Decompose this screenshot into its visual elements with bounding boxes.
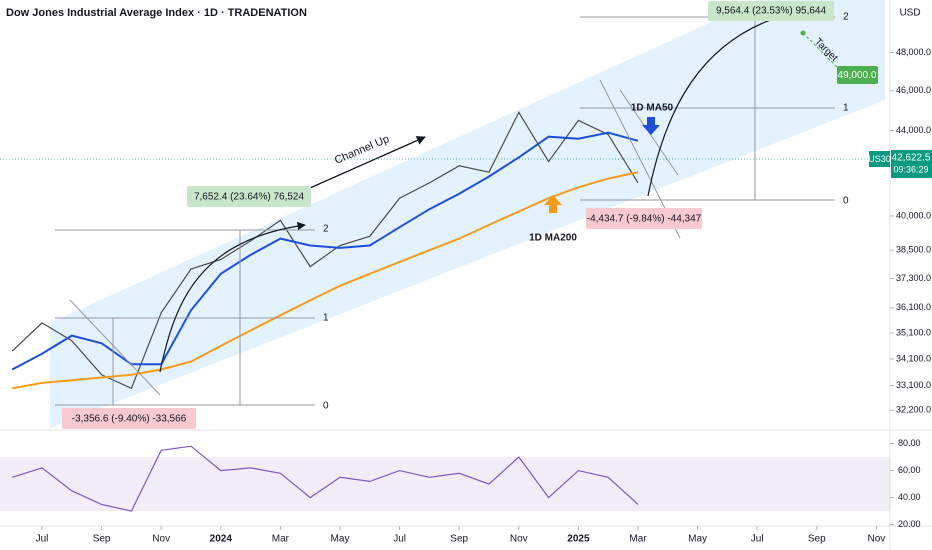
y-tick-label: 36,100.0	[896, 302, 931, 312]
y-tick-label: 35,100.0	[896, 327, 931, 337]
measure-box	[708, 1, 834, 21]
current-price: 42,622.5	[892, 153, 931, 164]
x-tick-label: 2024	[210, 534, 233, 545]
x-tick-label: May	[331, 534, 350, 545]
moving-average	[11, 131, 639, 371]
y-tick-label: 44,000.0	[896, 125, 931, 135]
projection-arc	[159, 221, 306, 373]
y-tick-label: 32,200.0	[896, 405, 931, 415]
measure-box	[586, 208, 702, 229]
rsi-tick-label: 80.00	[898, 438, 921, 448]
x-tick-label: Sep	[808, 534, 826, 545]
ma50-label: 1D MA50	[631, 103, 674, 114]
rsi-band	[0, 457, 890, 512]
fib-label: 0	[843, 196, 849, 207]
fib-label: 2	[323, 224, 329, 235]
measure-label: 9,564.4 (23.53%) 95,644	[716, 6, 827, 17]
countdown: 09:36:29	[893, 164, 928, 174]
measure-label: -4,434.7 (-9.84%) -44,347	[587, 214, 702, 225]
rsi-tick-label: 20.00	[898, 519, 921, 529]
y-tick-label: 40,000.0	[896, 210, 931, 220]
channel-arrow	[309, 136, 426, 189]
x-tick-label: Mar	[629, 534, 647, 545]
measure-box	[187, 186, 311, 207]
price-line	[11, 111, 639, 390]
rsi-line	[12, 445, 639, 512]
rsi-tick-label: 40.00	[898, 492, 921, 502]
y-tick-label: 33,100.0	[896, 380, 931, 390]
x-tick-label: Sep	[93, 534, 111, 545]
target-line	[802, 32, 839, 69]
y-tick-label: 38,500.0	[896, 245, 931, 255]
x-tick-label: Jul	[36, 534, 49, 545]
ma200-arrow	[544, 195, 562, 213]
y-tick-label: 34,100.0	[896, 353, 931, 363]
fib-label: 2	[843, 12, 849, 23]
fib-label: 1	[323, 313, 329, 324]
target-box	[837, 66, 878, 84]
currency-label: USD	[899, 8, 920, 19]
price-box	[891, 150, 932, 178]
target-price: 49,000.0	[838, 70, 877, 81]
fib-label: 0	[323, 401, 329, 412]
x-tick-label: 2025	[567, 534, 590, 545]
ma200-label: 1D MA200	[529, 233, 577, 244]
measure-label: -3,356.6 (-9.40%) -33,566	[72, 414, 187, 425]
x-tick-label: Jul	[393, 534, 406, 545]
measure-box	[62, 408, 196, 429]
x-tick-label: Nov	[510, 534, 528, 545]
moving-average	[12, 171, 639, 390]
symbol-label: US30	[868, 154, 891, 164]
x-tick-label: Sep	[450, 534, 468, 545]
fib-left	[55, 16, 835, 406]
x-tick-label: Nov	[868, 534, 886, 545]
projection-arc	[647, 13, 786, 197]
x-tick-label: Jul	[751, 534, 764, 545]
measure-label: 7,652.4 (23.64%) 76,524	[194, 192, 305, 203]
rsi-tick-label: 60.00	[898, 465, 921, 475]
x-tick-label: May	[688, 534, 707, 545]
fib-label: 1	[843, 103, 849, 114]
symbol-box	[869, 151, 890, 167]
chart-title: Dow Jones Industrial Average Index · 1D …	[6, 7, 307, 19]
y-tick-label: 46,000.0	[896, 85, 931, 95]
y-tick-label: 48,000.0	[896, 47, 931, 57]
x-tick-label: Mar	[272, 534, 290, 545]
ma50-arrow	[642, 117, 660, 135]
y-tick-label: 37,300.0	[896, 273, 931, 283]
x-tick-label: Nov	[152, 534, 170, 545]
